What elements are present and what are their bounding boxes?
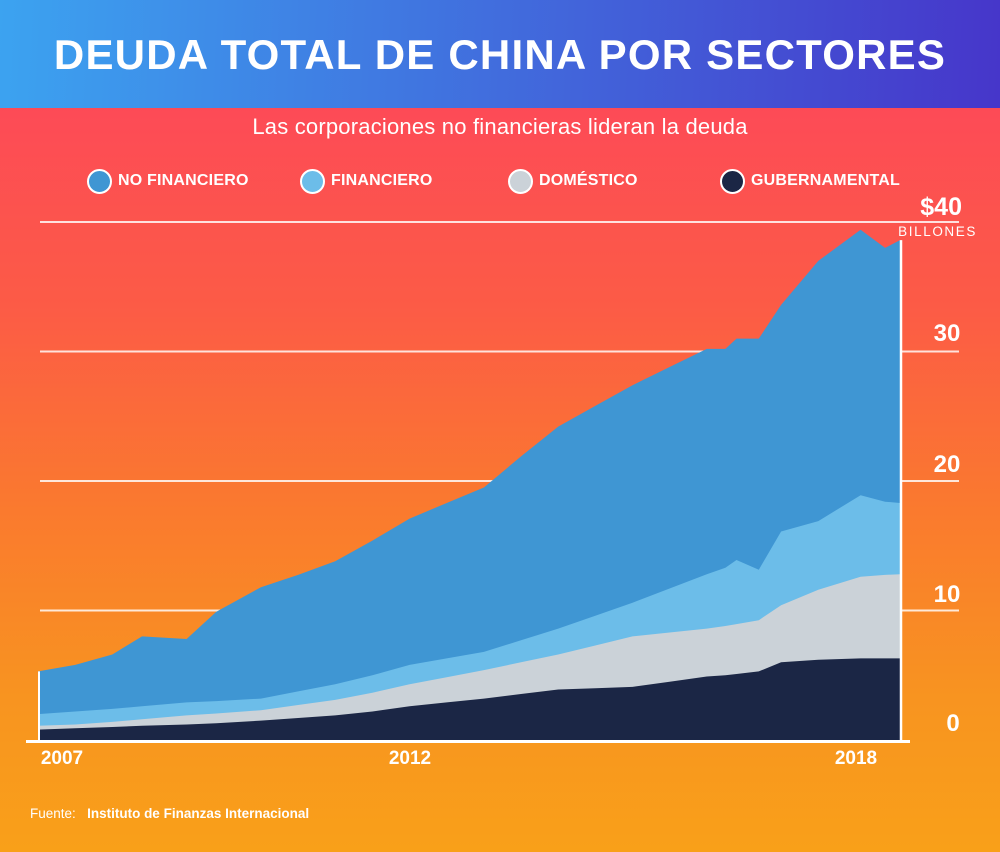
legend-item-gubernamental: GUBERNAMENTAL [720,166,900,196]
source-name: Instituto de Finanzas Internacional [87,806,310,821]
legend-item-no-financiero: NO FINANCIERO [87,166,249,196]
legend-label: NO FINANCIERO [118,172,249,189]
y-tick-30: 30 [933,320,961,347]
x-tick-2018: 2018 [834,748,878,769]
gubernamental-swatch-icon [720,168,745,194]
source-prefix: Fuente: [30,806,76,821]
y-tick-0: 0 [946,710,960,737]
y-axis-max-label: $40 [920,193,962,221]
page-title: DEUDA TOTAL DE CHINA POR SECTORES [53,31,947,78]
x-tick-2012: 2012 [388,748,432,769]
legend-item-financiero: FINANCIERO [300,166,433,196]
no-financiero-swatch-icon [87,168,112,194]
y-tick-10: 10 [933,581,961,608]
header-band: DEUDA TOTAL DE CHINA POR SECTORES [0,0,1000,108]
legend-label: DOMÉSTICO [539,172,638,189]
domestico-swatch-icon [508,168,533,194]
x-tick-2007: 2007 [40,748,84,769]
chart-subtitle: Las corporaciones no financieras lideran… [252,114,748,139]
source-line: Fuente: Instituto de Finanzas Internacio… [30,806,309,821]
legend-item-domestico: DOMÉSTICO [508,166,638,196]
legend-label: GUBERNAMENTAL [751,172,900,189]
legend-label: FINANCIERO [331,172,433,189]
financiero-swatch-icon [300,168,325,194]
y-axis-unit-label: BILLONES [898,224,977,239]
y-tick-20: 20 [933,451,961,478]
